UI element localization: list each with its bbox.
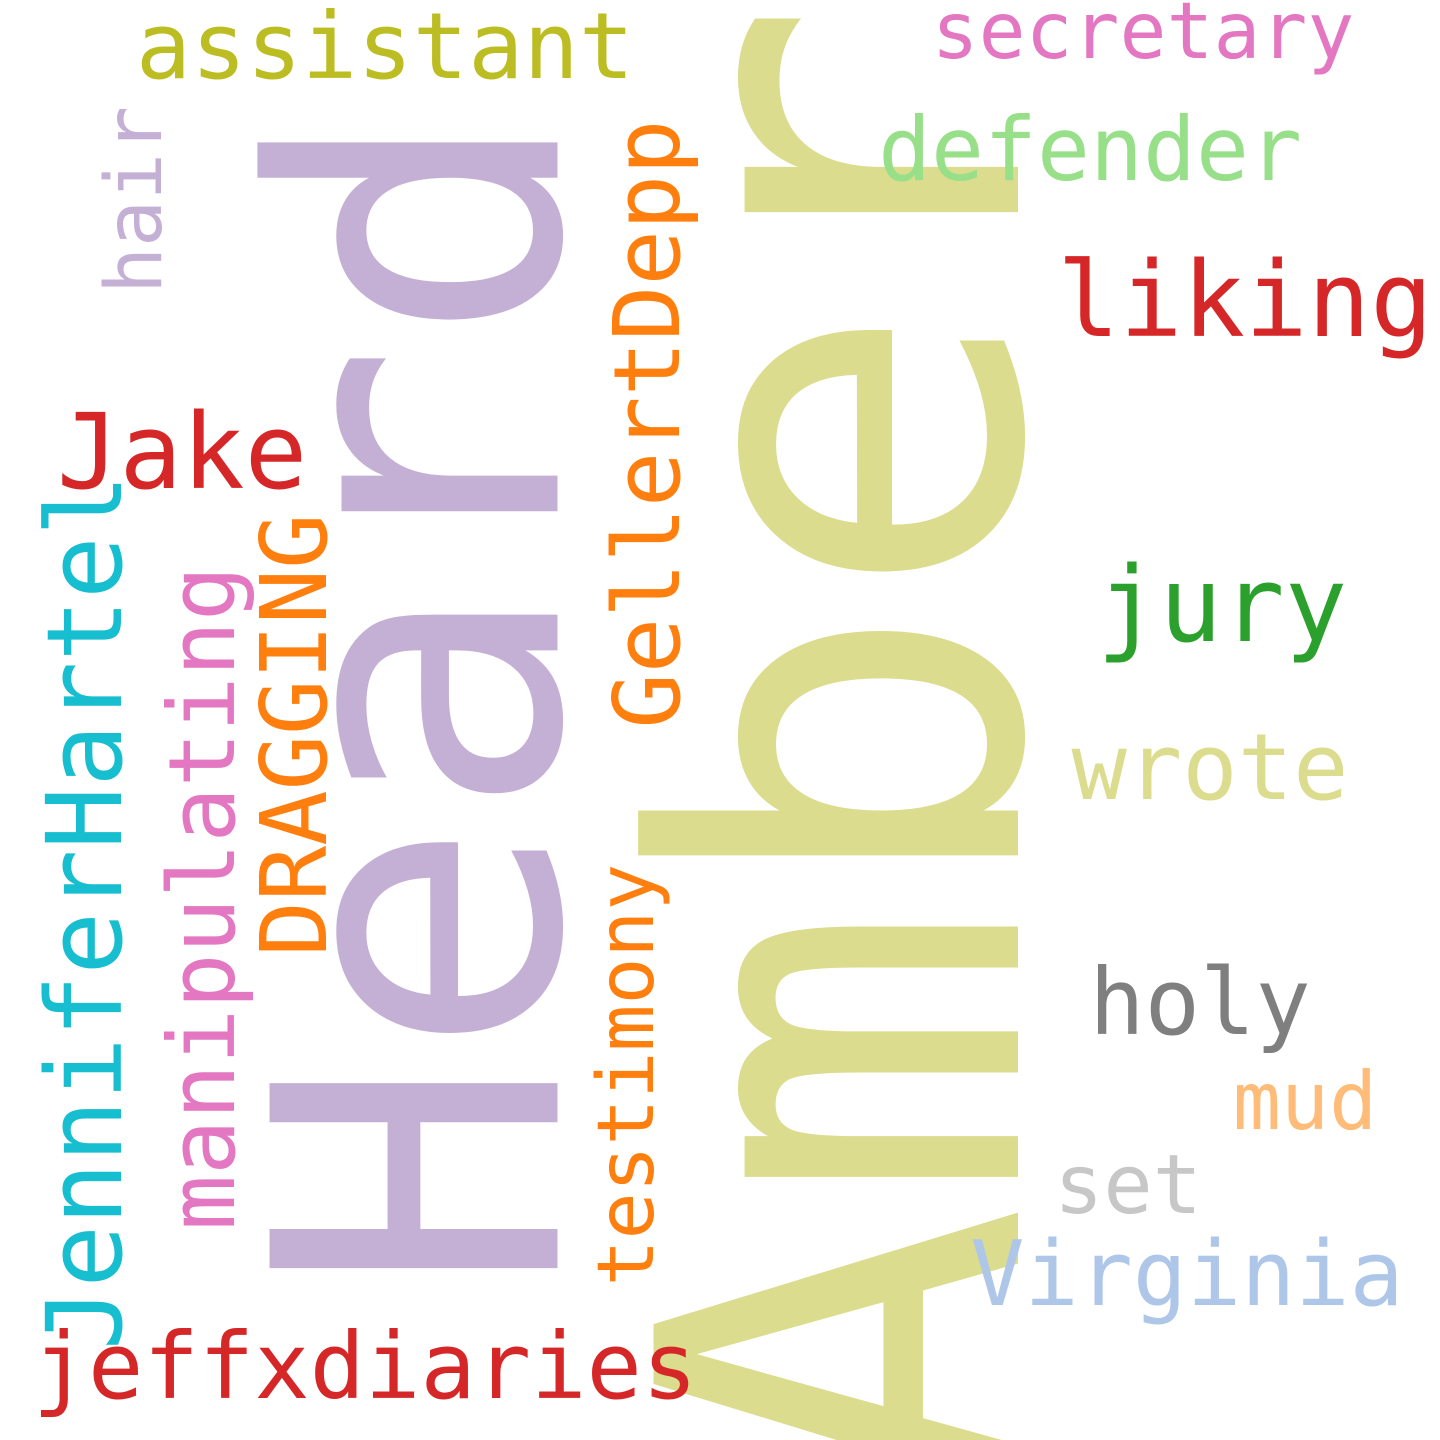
word-gellertdepp: GellertDepp — [594, 119, 701, 729]
word-secretary: secretary — [931, 0, 1355, 77]
word-set: set — [1053, 1138, 1203, 1233]
word-jeffxdiaries: jeffxdiaries — [32, 1313, 698, 1420]
word-holy: holy — [1089, 949, 1311, 1056]
word-hair: hair — [90, 106, 180, 294]
word-jake: Jake — [56, 391, 308, 513]
word-liking: liking — [1057, 239, 1433, 361]
word-dragging: DRAGGING — [241, 513, 348, 957]
word-testimony: testimony — [582, 863, 672, 1287]
word-mud: mud — [1232, 1055, 1378, 1148]
word-virginia: Virginia — [970, 1222, 1404, 1327]
word-jenniferhartel: JenniferHartel — [24, 473, 146, 1351]
word-wrote: wrote — [1071, 714, 1349, 821]
word-assistant: assistant — [135, 0, 635, 100]
word-manipulating: manipulating — [149, 565, 256, 1231]
word-jury: jury — [1096, 544, 1348, 666]
word-defender: defender — [878, 98, 1302, 201]
